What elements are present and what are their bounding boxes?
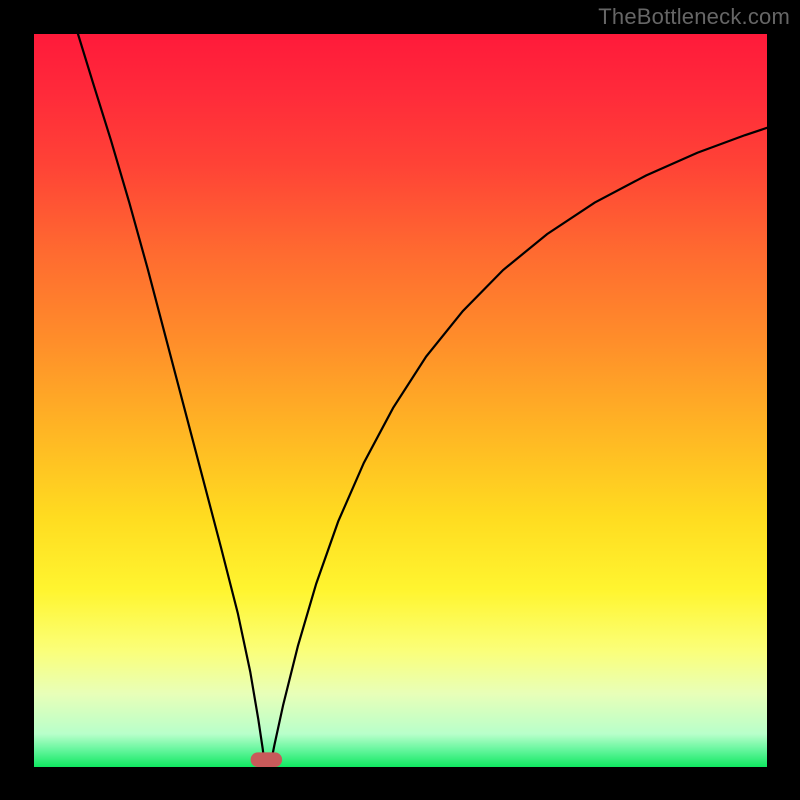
chart-container: TheBottleneck.com	[0, 0, 800, 800]
plot-background	[34, 34, 767, 767]
bottleneck-chart	[0, 0, 800, 800]
watermark-text: TheBottleneck.com	[598, 4, 790, 30]
optimal-marker	[251, 752, 283, 767]
